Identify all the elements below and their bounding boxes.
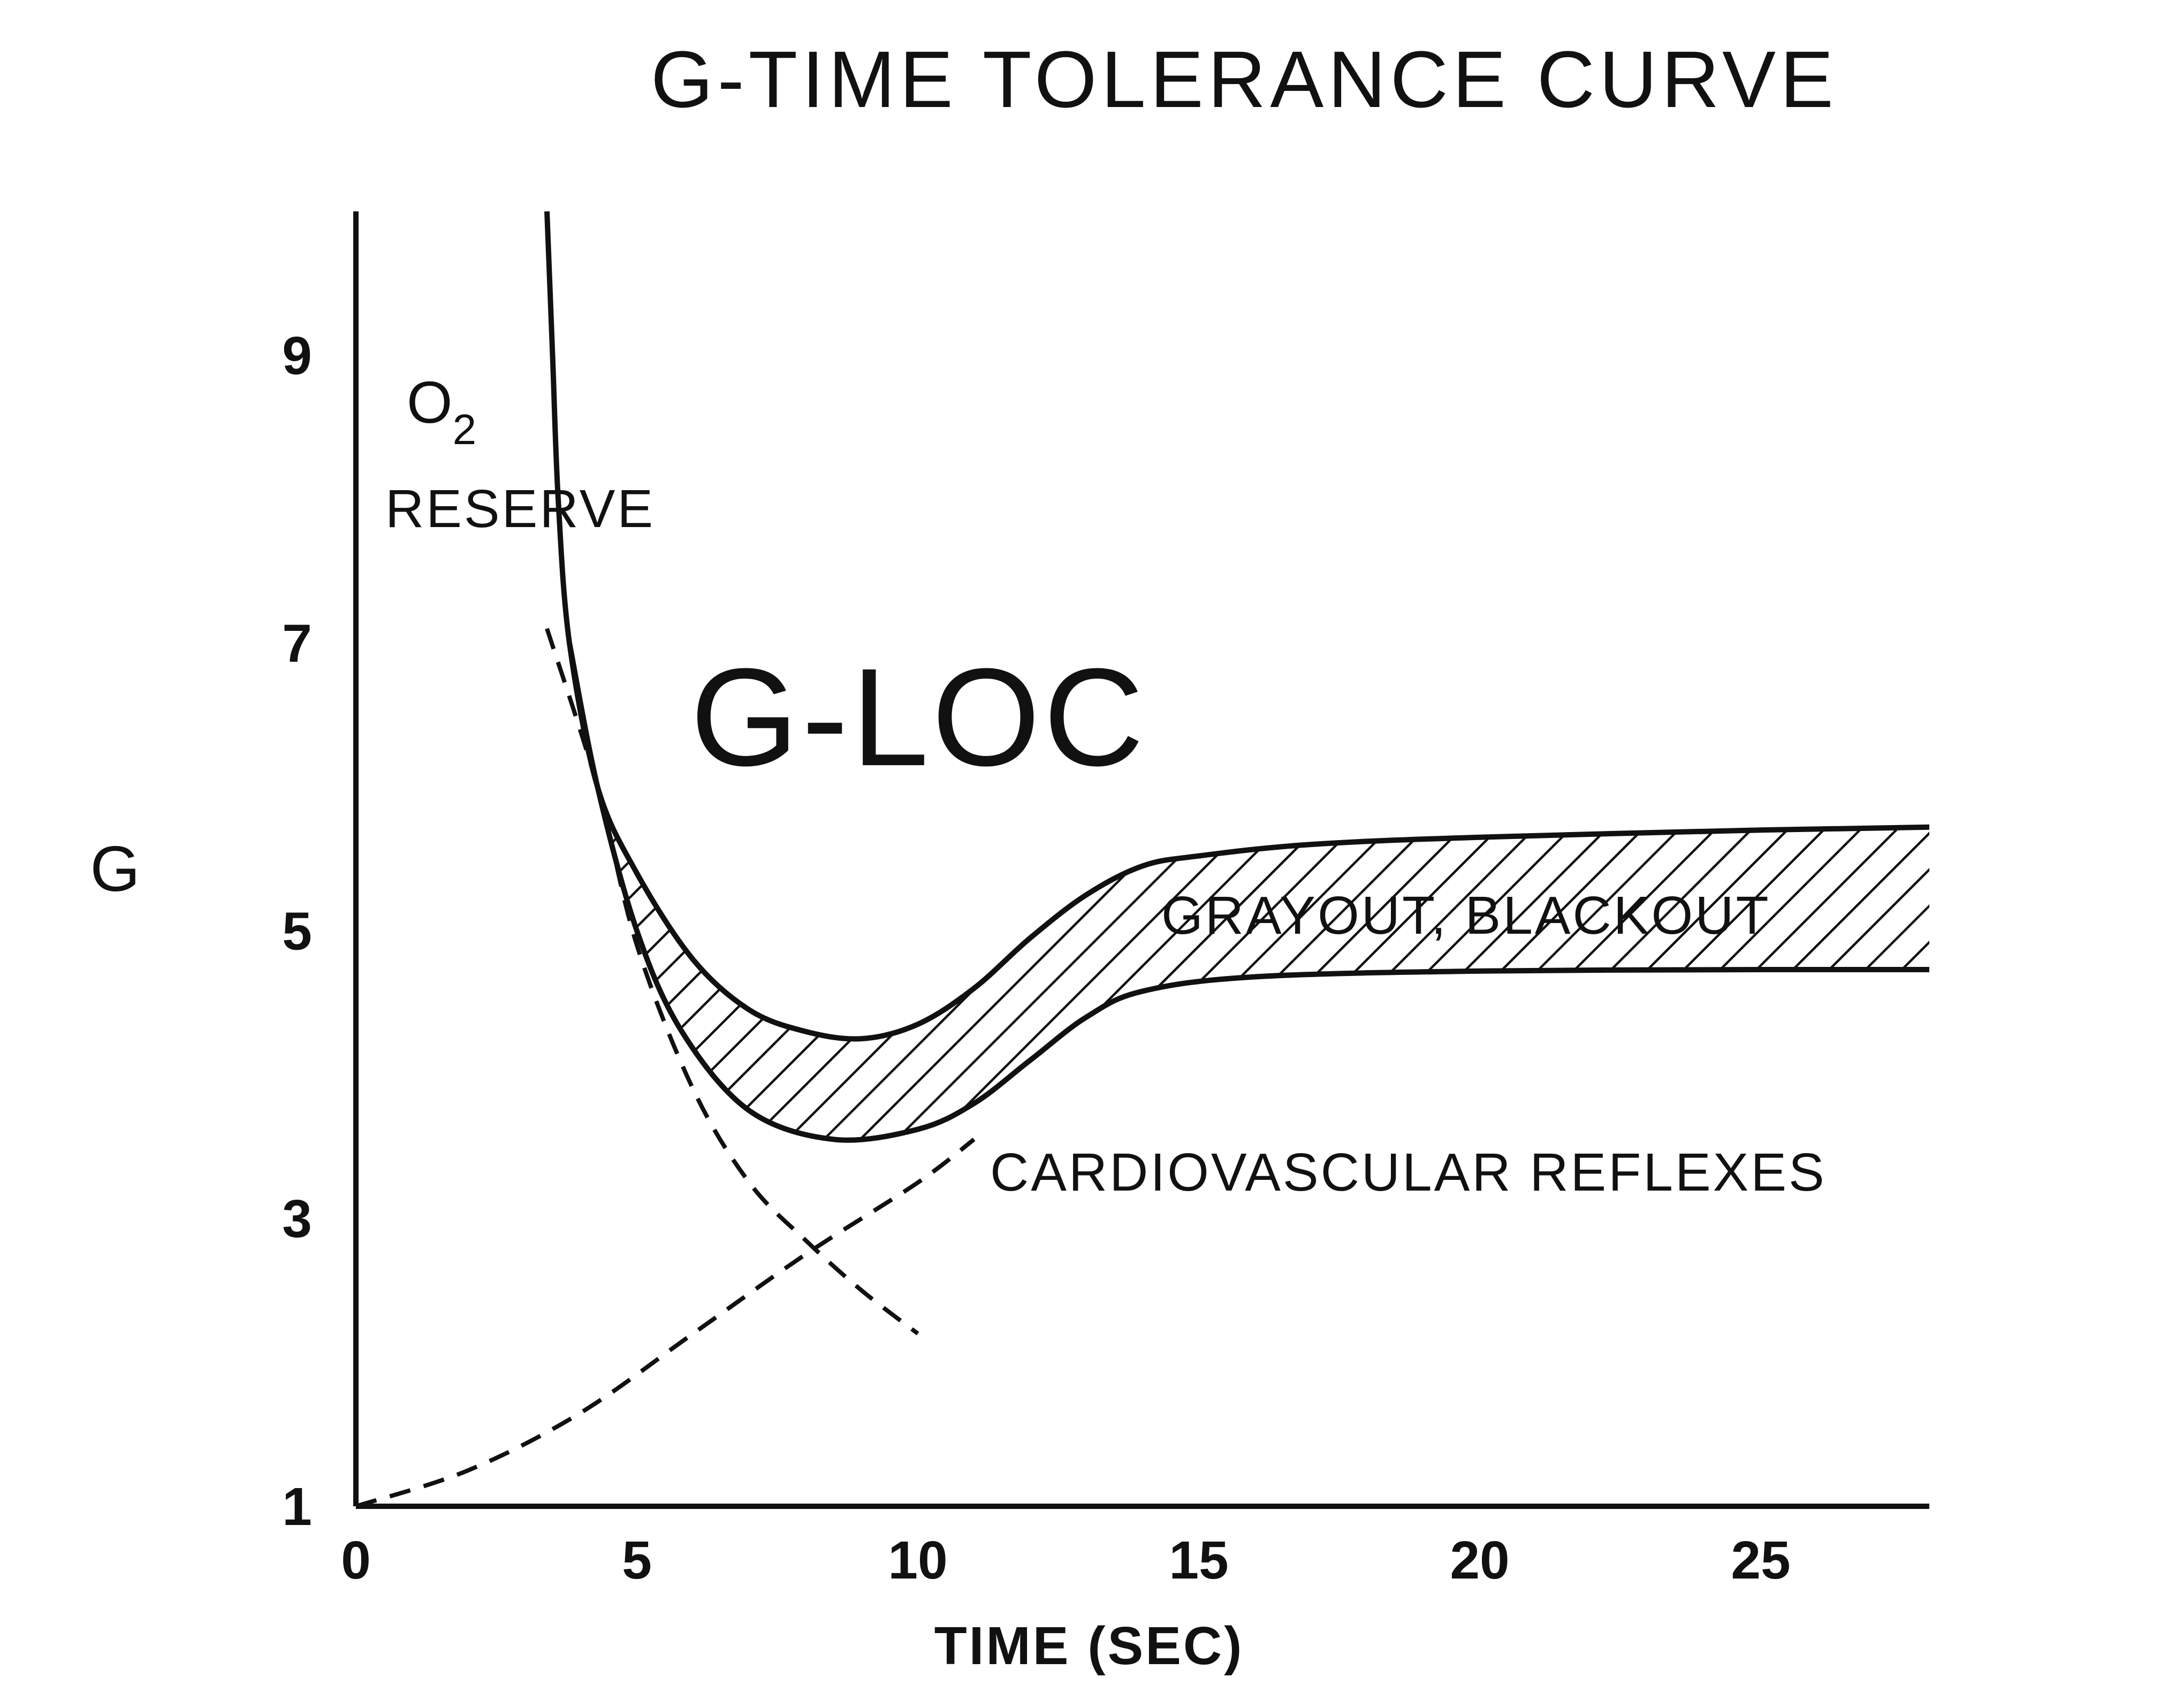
cardiovascular-reflex-dashed-curve xyxy=(355,1138,976,1508)
o2-subscript: 2 xyxy=(453,406,477,453)
chart-title: G-TIME TOLERANCE CURVE xyxy=(651,34,1838,124)
gloc-annotation: G-LOC xyxy=(690,640,1147,795)
y-tick-labels: 1 3 5 7 9 xyxy=(282,326,312,1537)
o2-reserve-dashed-curve xyxy=(545,628,919,1336)
x-tick-5: 5 xyxy=(622,1530,652,1590)
x-tick-labels: 0 5 10 15 20 25 xyxy=(341,1530,1790,1590)
y-tick-3: 3 xyxy=(282,1189,312,1249)
x-tick-15: 15 xyxy=(1169,1530,1228,1590)
x-tick-25: 25 xyxy=(1731,1530,1790,1590)
grayout-blackout-annotation: GRAYOUT, BLACKOUT xyxy=(1161,886,1771,946)
lower-tolerance-curve xyxy=(567,642,1930,1143)
x-axis-label: TIME (SEC) xyxy=(934,1616,1244,1676)
x-tick-0: 0 xyxy=(341,1530,371,1590)
y-tick-7: 7 xyxy=(282,614,312,674)
y-axis-label: G xyxy=(90,833,140,905)
y-tick-5: 5 xyxy=(282,901,312,961)
o2-annotation: O2 xyxy=(407,370,476,453)
cardiovascular-reflexes-annotation: CARDIOVASCULAR REFLEXES xyxy=(990,1142,1827,1202)
upper-tolerance-curve xyxy=(544,211,1930,1042)
grayout-blackout-band xyxy=(569,643,1929,1140)
x-tick-10: 10 xyxy=(888,1530,947,1590)
x-tick-20: 20 xyxy=(1450,1530,1509,1590)
reserve-annotation: RESERVE xyxy=(385,479,655,539)
o2-main: O xyxy=(407,370,453,436)
y-tick-1: 1 xyxy=(282,1477,312,1537)
y-tick-9: 9 xyxy=(282,326,312,386)
